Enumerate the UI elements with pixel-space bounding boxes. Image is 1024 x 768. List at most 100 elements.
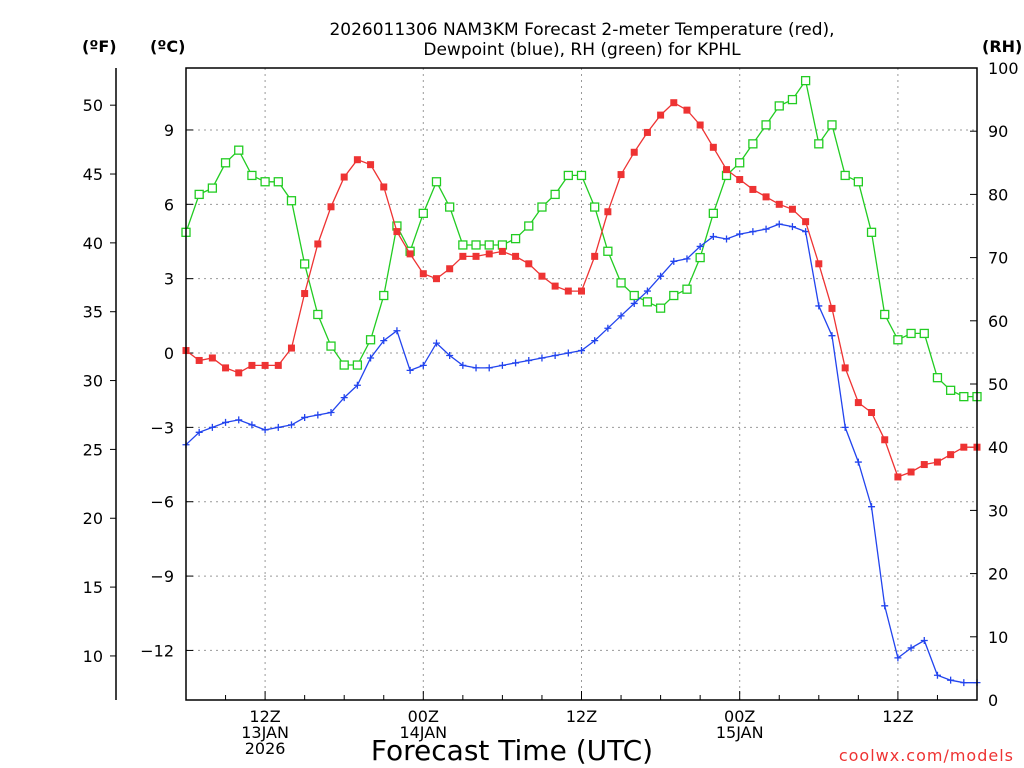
dewpoint-point <box>314 411 322 419</box>
fahrenheit-unit-label: (ºF) <box>82 37 117 56</box>
temperature-point <box>314 240 322 248</box>
rh-tick-label: 20 <box>988 565 1008 584</box>
dewpoint-point <box>907 644 915 652</box>
temperature-point <box>802 218 810 226</box>
temperature-point <box>828 304 836 312</box>
dewpoint-point <box>485 364 493 372</box>
time-tick-label: 00Z <box>408 707 439 726</box>
rh-point <box>194 189 204 200</box>
temperature-point <box>643 128 651 136</box>
dewpoint-point <box>802 228 810 236</box>
temperature-point <box>657 111 665 119</box>
credit-label: coolwx.com/models <box>839 746 1014 765</box>
dewpoint-point <box>195 428 203 436</box>
rh-point <box>220 158 231 168</box>
dewpoint-point <box>643 287 651 295</box>
rh-point <box>234 145 244 155</box>
rh-tick-label: 80 <box>988 185 1008 204</box>
rh-point <box>524 221 534 231</box>
dewpoint-point <box>472 364 480 372</box>
celsius-tick-label: 6 <box>164 195 174 214</box>
rh-point <box>299 259 310 269</box>
rh-point <box>458 240 468 250</box>
rh-tick-label: 30 <box>988 501 1008 520</box>
celsius-unit-label: (ºC) <box>150 37 185 56</box>
dewpoint-point <box>881 602 889 610</box>
temperature-point <box>907 468 915 476</box>
rh-point <box>787 94 798 105</box>
dewpoint-point <box>327 409 335 417</box>
rh-point <box>431 177 442 187</box>
dewpoint-point <box>775 220 783 228</box>
dewpoint-point <box>630 299 638 307</box>
rh-point <box>365 335 376 345</box>
dewpoint-series <box>182 220 981 687</box>
dewpoint-point <box>696 242 704 250</box>
temperature-point <box>222 364 230 372</box>
chart-title-line1: 2026011306 NAM3KM Forecast 2-meter Tempe… <box>329 20 834 40</box>
rh-point <box>445 202 455 212</box>
temperature-point <box>551 282 559 290</box>
temperature-point <box>459 252 467 260</box>
dewpoint-point <box>222 418 230 426</box>
dewpoint-point <box>617 312 625 320</box>
temperature-point <box>340 173 348 181</box>
rh-point <box>655 303 666 313</box>
temperature-point <box>920 461 928 469</box>
time-tick-label: 12Z <box>882 707 913 726</box>
dewpoint-point <box>894 654 902 662</box>
rh-point <box>866 227 877 237</box>
dewpoint-point <box>564 349 572 357</box>
rh-point <box>313 309 323 320</box>
dewpoint-point <box>788 223 796 231</box>
temperature-point <box>749 185 757 193</box>
rh-tick-label: 70 <box>988 249 1008 268</box>
temperature-point <box>933 458 941 466</box>
fahrenheit-tick-label: 40 <box>83 234 103 253</box>
rh-point <box>959 391 969 402</box>
temperature-point <box>301 290 309 298</box>
temperature-point <box>195 356 203 364</box>
dewpoint-point <box>604 324 612 332</box>
rh-point <box>945 385 956 395</box>
dewpoint-point <box>709 233 717 241</box>
rh-tick-label: 60 <box>988 312 1008 331</box>
fahrenheit-tick-label: 45 <box>83 165 103 184</box>
rh-point <box>708 208 718 219</box>
rh-unit-label: (RH) <box>982 37 1022 56</box>
dewpoint-point <box>248 421 256 429</box>
temperature-point <box>472 252 480 260</box>
dewpoint-point <box>459 361 467 369</box>
rh-point <box>893 335 903 345</box>
rh-point <box>273 177 283 187</box>
rh-point <box>919 328 929 339</box>
temperature-point <box>604 208 612 216</box>
plot-frame <box>185 67 978 701</box>
celsius-tick-label: −12 <box>140 641 174 660</box>
dewpoint-point <box>683 255 691 263</box>
dewpoint-point <box>512 359 520 367</box>
temperature-point <box>947 451 955 459</box>
rh-point <box>814 139 824 149</box>
temperature-point <box>274 361 282 369</box>
temperature-point <box>498 247 506 255</box>
dewpoint-point <box>208 423 216 431</box>
dewpoint-point <box>287 421 295 429</box>
rh-point <box>563 170 573 181</box>
rh-point <box>748 139 758 149</box>
temperature-point <box>287 344 295 352</box>
rh-point <box>827 120 837 130</box>
temperature-point <box>709 143 717 151</box>
rh-point <box>247 170 257 181</box>
rh-point <box>800 75 811 86</box>
rh-point <box>603 246 613 256</box>
temperature-point <box>696 121 704 129</box>
dewpoint-point <box>933 671 941 679</box>
dewpoint-point <box>762 225 770 233</box>
dewpoint-point <box>432 339 440 347</box>
temperature-point <box>868 409 876 417</box>
rh-point <box>880 309 890 320</box>
fahrenheit-tick-label: 15 <box>83 578 103 597</box>
